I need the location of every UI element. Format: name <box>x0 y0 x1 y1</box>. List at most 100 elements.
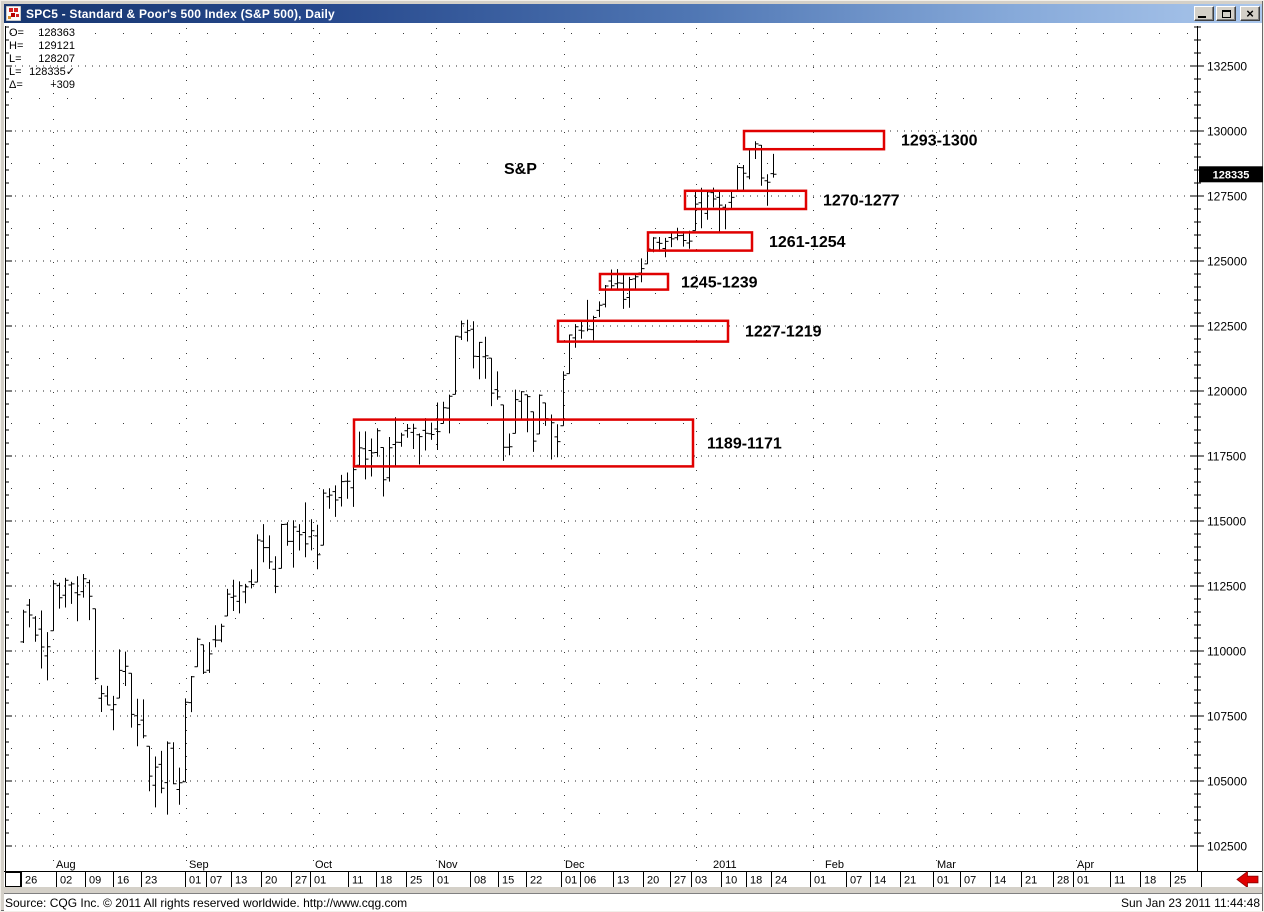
month-label: Nov <box>438 859 458 871</box>
week-label: 18 <box>380 875 392 887</box>
frame-strip <box>4 887 1262 894</box>
week-label: 27 <box>674 875 686 887</box>
price-tick-label: 125000 <box>1207 255 1247 269</box>
week-label: 08 <box>474 875 486 887</box>
week-label: 01 <box>189 875 201 887</box>
quote-low-label: L= <box>9 53 22 65</box>
month-label: Mar <box>937 859 956 871</box>
week-label: 24 <box>775 875 787 887</box>
week-label: 26 <box>25 875 37 887</box>
last-price-label: 128335 <box>1213 169 1250 181</box>
quote-row-low: L= 128207 <box>9 53 75 66</box>
close-icon: × <box>1246 5 1254 21</box>
week-label: 11 <box>1114 875 1125 887</box>
quote-open-value: 128363 <box>38 27 75 39</box>
week-label: 07 <box>964 875 976 887</box>
quote-high-label: H= <box>9 40 24 52</box>
price-tick-label: 107500 <box>1207 710 1247 724</box>
price-tick-label: 115000 <box>1207 515 1246 529</box>
price-tick-label: 120000 <box>1207 385 1247 399</box>
week-label: 25 <box>1174 875 1186 887</box>
week-label: 27 <box>295 875 307 887</box>
week-label: 28 <box>1057 875 1069 887</box>
week-label: 20 <box>265 875 277 887</box>
price-tick-label: 132500 <box>1207 60 1247 74</box>
zone-box <box>352 418 695 468</box>
week-label: 18 <box>1144 875 1156 887</box>
month-label: Aug <box>56 859 76 871</box>
quote-row-open: O= 128363 <box>9 27 75 40</box>
zone-label: 1245-1239 <box>681 274 758 291</box>
minimize-icon <box>1198 16 1206 18</box>
week-label: 15 <box>502 875 514 887</box>
scroll-left-arrow-icon[interactable] <box>1236 870 1259 889</box>
price-tick-label: 127500 <box>1207 190 1247 204</box>
zone-label: 1293-1300 <box>901 133 978 150</box>
week-label: 01 <box>937 875 949 887</box>
week-label: 07 <box>210 875 222 887</box>
week-label: 01 <box>314 875 326 887</box>
week-label: 14 <box>874 875 886 887</box>
zone-box <box>646 231 754 252</box>
close-button[interactable]: × <box>1240 6 1260 21</box>
title-bar[interactable]: SPC5 - Standard & Poor's 500 Index (S&P … <box>4 4 1262 23</box>
app-icon <box>6 6 21 21</box>
month-label: Dec <box>565 859 585 871</box>
quote-row-last: L= 128335✓ <box>9 66 75 79</box>
price-tick-label: 102500 <box>1207 840 1247 854</box>
week-label: 01 <box>814 875 826 887</box>
quote-net-change-label: Δ= <box>9 79 23 91</box>
price-tick-label: 105000 <box>1207 775 1247 789</box>
zone-label: 1189-1171 <box>707 436 782 453</box>
week-label: 13 <box>617 875 629 887</box>
window-controls: × <box>1192 6 1260 21</box>
zone-label: 1227-1219 <box>745 324 822 341</box>
price-tick-label: 130000 <box>1207 125 1247 139</box>
quote-board: O= 128363 H= 129121 L= 128207 L= 128335✓ Δ= +… <box>9 27 75 92</box>
week-label: 01 <box>565 875 577 887</box>
window-title: SPC5 - Standard & Poor's 500 Index (S&P … <box>26 6 335 21</box>
week-label: 07 <box>850 875 862 887</box>
quote-row-high: H= 129121 <box>9 40 75 53</box>
chart-content-area <box>4 23 1262 887</box>
week-label: 09 <box>89 875 101 887</box>
quote-open-label: O= <box>9 27 24 39</box>
status-source: Source: CQG Inc. © 2011 All rights reser… <box>5 896 408 910</box>
week-label: 16 <box>117 875 129 887</box>
month-label: Feb <box>825 859 844 871</box>
minimize-button[interactable] <box>1194 6 1214 21</box>
quote-row-net-change: Δ= +309 <box>9 79 75 92</box>
month-label: 2011 <box>713 859 737 871</box>
week-label: 25 <box>410 875 422 887</box>
week-label: 18 <box>750 875 762 887</box>
price-tick-label: 112500 <box>1207 580 1246 594</box>
zone-box <box>742 129 886 151</box>
symbol-annotation: S&P <box>504 161 537 178</box>
zone-label: 1270-1277 <box>823 192 900 209</box>
week-label: 20 <box>647 875 659 887</box>
last-price-badge <box>1199 166 1263 183</box>
week-label: 01 <box>437 875 449 887</box>
maximize-icon <box>1221 9 1231 18</box>
quote-high-value: 129121 <box>38 40 75 52</box>
week-label: 21 <box>904 875 916 887</box>
maximize-button[interactable] <box>1216 6 1236 21</box>
status-timestamp: Sun Jan 23 2011 11:44:48 <box>1120 896 1260 910</box>
axis-corner-box <box>5 872 21 887</box>
price-tick-label: 122500 <box>1207 320 1247 334</box>
zone-box <box>598 272 670 291</box>
week-label: 11 <box>352 875 363 887</box>
quote-last-value: 128335✓ <box>29 66 75 78</box>
month-label: Oct <box>315 859 332 871</box>
week-label: 13 <box>235 875 247 887</box>
week-label: 22 <box>530 875 542 887</box>
month-label: Sep <box>189 859 209 871</box>
price-tick-label: 117500 <box>1207 450 1246 464</box>
week-label: 06 <box>584 875 596 887</box>
week-label: 23 <box>145 875 157 887</box>
quote-last-label: L= <box>9 66 22 78</box>
status-bar: Source: CQG Inc. © 2011 All rights reser… <box>4 894 1262 911</box>
week-label: 21 <box>1025 875 1037 887</box>
